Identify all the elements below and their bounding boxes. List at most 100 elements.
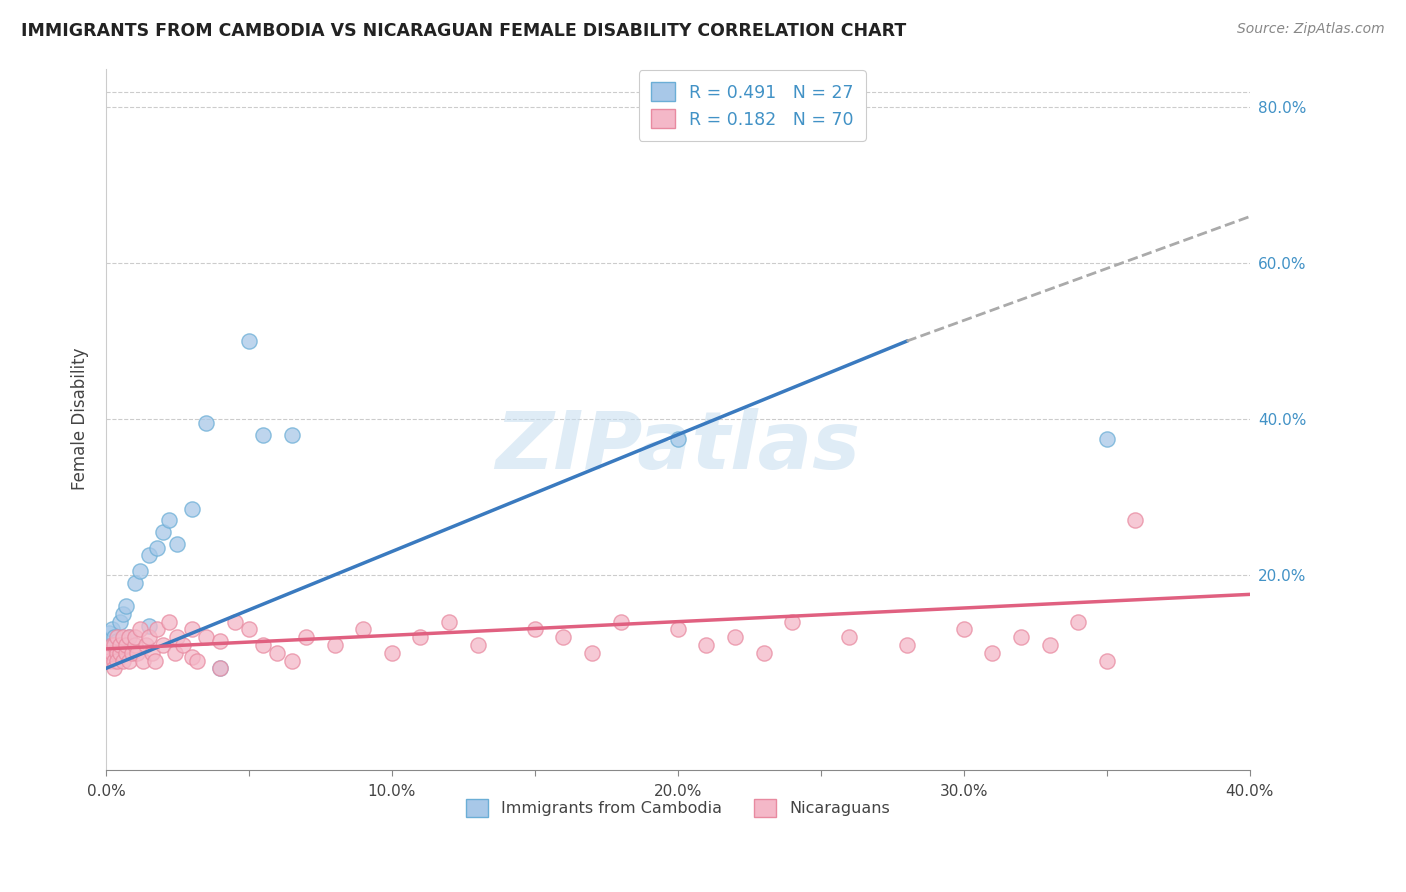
Point — [100, 646, 122, 660]
Point — [115, 646, 138, 660]
Point — [138, 618, 160, 632]
Point — [115, 599, 138, 613]
Point — [352, 623, 374, 637]
Point — [381, 646, 404, 660]
Point — [112, 607, 135, 621]
Point — [409, 630, 432, 644]
Point — [100, 638, 122, 652]
Point — [195, 630, 218, 644]
Point — [129, 564, 152, 578]
Text: Source: ZipAtlas.com: Source: ZipAtlas.com — [1237, 22, 1385, 37]
Point — [224, 615, 246, 629]
Point — [609, 615, 631, 629]
Point — [103, 654, 125, 668]
Point — [112, 641, 135, 656]
Point — [1095, 654, 1118, 668]
Point — [896, 638, 918, 652]
Point — [112, 630, 135, 644]
Point — [666, 623, 689, 637]
Point — [209, 661, 232, 675]
Point — [266, 646, 288, 660]
Point — [553, 630, 575, 644]
Point — [724, 630, 747, 644]
Point — [180, 649, 202, 664]
Point — [666, 432, 689, 446]
Point — [981, 646, 1004, 660]
Point — [97, 654, 120, 668]
Point — [186, 654, 208, 668]
Point — [132, 654, 155, 668]
Point — [146, 541, 169, 555]
Point — [127, 646, 149, 660]
Point — [103, 640, 125, 654]
Point — [209, 634, 232, 648]
Point — [1010, 630, 1032, 644]
Point — [143, 654, 166, 668]
Point — [124, 575, 146, 590]
Point — [695, 638, 717, 652]
Point — [108, 615, 131, 629]
Point — [105, 646, 128, 660]
Point — [100, 623, 122, 637]
Point — [323, 638, 346, 652]
Point — [437, 615, 460, 629]
Point — [238, 334, 260, 348]
Point — [105, 634, 128, 648]
Point — [152, 638, 174, 652]
Text: IMMIGRANTS FROM CAMBODIA VS NICARAGUAN FEMALE DISABILITY CORRELATION CHART: IMMIGRANTS FROM CAMBODIA VS NICARAGUAN F… — [21, 22, 907, 40]
Text: ZIPatlas: ZIPatlas — [495, 409, 860, 486]
Point — [1125, 513, 1147, 527]
Point — [281, 427, 304, 442]
Point — [252, 638, 274, 652]
Point — [166, 537, 188, 551]
Point — [146, 623, 169, 637]
Point — [108, 646, 131, 660]
Point — [103, 661, 125, 675]
Point — [141, 646, 163, 660]
Point — [124, 638, 146, 652]
Point — [195, 416, 218, 430]
Point — [152, 524, 174, 539]
Point — [180, 623, 202, 637]
Point — [252, 427, 274, 442]
Point — [97, 646, 120, 660]
Legend: Immigrants from Cambodia, Nicaraguans: Immigrants from Cambodia, Nicaraguans — [458, 791, 898, 825]
Point — [97, 626, 120, 640]
Point — [157, 513, 180, 527]
Point — [581, 646, 603, 660]
Point — [124, 630, 146, 644]
Point — [138, 630, 160, 644]
Point — [112, 654, 135, 668]
Point — [1039, 638, 1062, 652]
Point — [523, 623, 546, 637]
Point — [281, 654, 304, 668]
Point — [138, 549, 160, 563]
Point — [121, 646, 143, 660]
Point — [1095, 432, 1118, 446]
Point — [1067, 615, 1090, 629]
Point — [953, 623, 976, 637]
Point — [129, 623, 152, 637]
Point — [838, 630, 860, 644]
Point — [238, 623, 260, 637]
Point — [118, 630, 141, 644]
Point — [105, 654, 128, 668]
Point — [118, 630, 141, 644]
Y-axis label: Female Disability: Female Disability — [72, 348, 89, 491]
Point — [209, 661, 232, 675]
Point — [180, 501, 202, 516]
Point — [108, 638, 131, 652]
Point — [105, 646, 128, 660]
Point — [295, 630, 318, 644]
Point — [467, 638, 489, 652]
Point — [115, 638, 138, 652]
Point — [103, 638, 125, 652]
Point — [157, 615, 180, 629]
Point — [166, 630, 188, 644]
Point — [780, 615, 803, 629]
Point — [103, 630, 125, 644]
Point — [105, 630, 128, 644]
Point — [135, 638, 157, 652]
Point — [172, 638, 194, 652]
Point — [118, 654, 141, 668]
